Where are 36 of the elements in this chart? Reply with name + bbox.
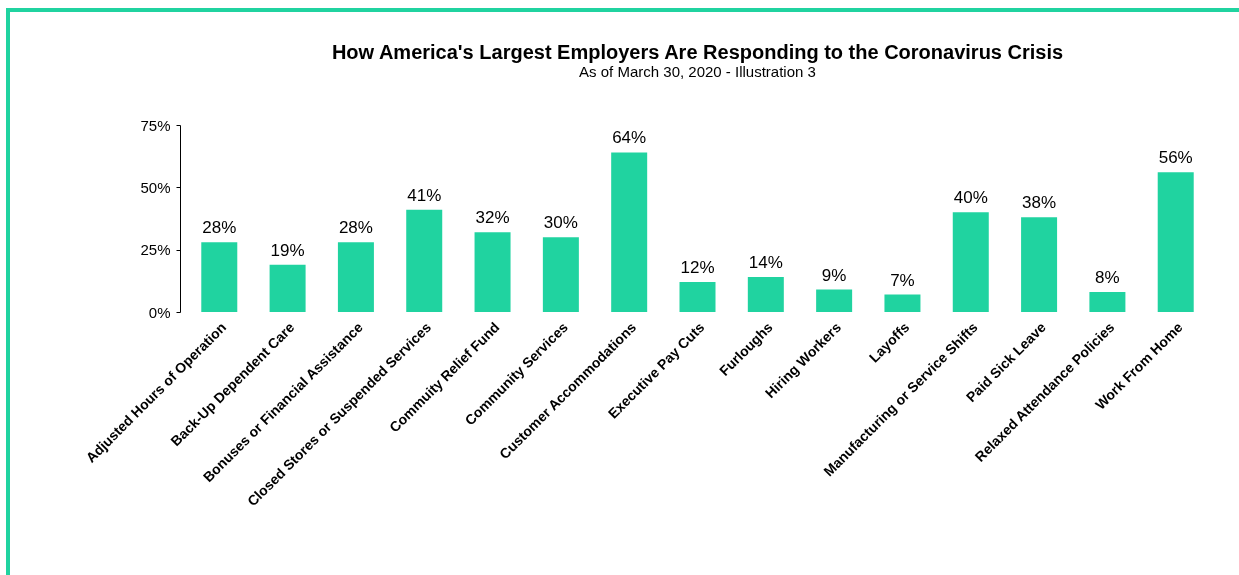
y-tick-label: 75% — [140, 116, 171, 134]
data-label: 30% — [543, 213, 578, 233]
data-label: 9% — [821, 265, 847, 285]
bar — [816, 289, 853, 312]
data-label: 32% — [475, 208, 510, 228]
bar — [337, 242, 374, 312]
bar — [611, 152, 648, 312]
bar — [1021, 217, 1058, 312]
bar — [269, 264, 306, 312]
y-tick-label: 25% — [140, 241, 171, 259]
bar — [406, 209, 443, 312]
data-label: 38% — [1022, 193, 1057, 213]
data-label: 41% — [407, 185, 442, 205]
bar — [201, 242, 238, 312]
bar — [1157, 172, 1194, 312]
y-tick-label: 0% — [148, 303, 171, 321]
data-label: 19% — [270, 240, 305, 260]
bar — [952, 212, 989, 312]
data-label: 56% — [1158, 148, 1193, 168]
bar — [1089, 292, 1126, 312]
bar — [679, 282, 716, 312]
data-label: 12% — [680, 258, 715, 278]
data-label: 8% — [1095, 268, 1120, 288]
data-label: 14% — [748, 253, 783, 273]
bar — [474, 232, 511, 312]
data-label: 64% — [612, 128, 647, 148]
y-tick-label: 50% — [140, 178, 171, 196]
data-label: 28% — [338, 218, 373, 238]
bar — [884, 294, 921, 312]
bar — [542, 237, 579, 312]
data-label: 40% — [953, 188, 988, 208]
bar — [747, 277, 784, 312]
data-label: 28% — [202, 218, 237, 238]
chart-title: How America's Largest Employers Are Responding to the Coronavirus Crisis — [331, 41, 1064, 63]
chart-subtitle: As of March 30, 2020 - Illustration 3 — [579, 63, 816, 80]
data-label: 7% — [890, 270, 915, 290]
